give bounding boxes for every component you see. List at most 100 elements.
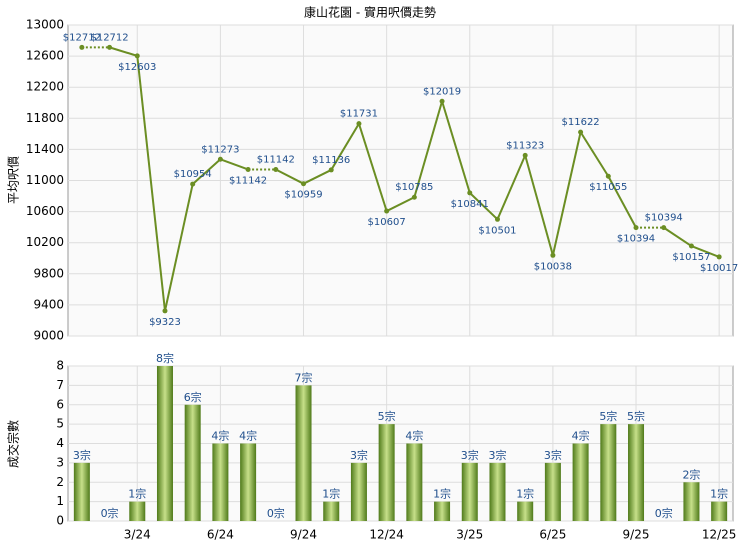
bar [378,424,395,521]
value-label: $10954 [174,169,212,180]
bar-label: 2宗 [682,467,700,481]
value-label: $10959 [284,190,322,201]
y-tick-label: 6 [56,397,64,411]
point [633,225,639,231]
line-segment [663,226,692,247]
value-label: $10038 [534,261,572,272]
value-label: $11055 [589,182,627,193]
chart-title: 康山花園 - 實用呎價走勢 [304,5,436,20]
bar-label: 4宗 [572,429,590,443]
bar-label: 1宗 [516,487,534,501]
bar-label: 3宗 [488,448,506,462]
point [439,98,445,104]
point [217,156,223,162]
value-label: $10394 [645,213,683,224]
point [605,173,611,179]
y-tick-label: 3 [56,455,64,469]
bar [544,462,561,521]
line-segment [691,245,720,258]
bar-label: 4宗 [405,429,423,443]
line-segment [386,196,415,212]
bar-label: 5宗 [599,409,617,423]
line-segment [551,131,582,256]
line-segment [524,155,554,256]
x-tick-label: 6/25 [539,528,566,542]
bar-label: 0宗 [267,506,285,520]
point [301,181,307,187]
line-segment [330,123,360,171]
bar [212,443,229,521]
line-segment [220,158,249,171]
bar [489,462,506,521]
y-tick-label: 0 [56,514,64,528]
value-label: $12603 [118,62,156,73]
value-label: $11142 [257,154,295,165]
line-segment [192,158,222,185]
x-tick-label: 9/24 [290,528,317,542]
bar [240,443,257,521]
bar [683,482,700,521]
bar-label: 0宗 [655,506,673,520]
y-tick-label: 9800 [33,266,64,280]
point [79,44,85,50]
y-tick-label: 10600 [26,204,64,218]
line-segment [136,55,166,311]
point [328,167,334,173]
bar [461,462,478,521]
bar-label: 1宗 [433,487,451,501]
bar [295,385,312,521]
bar-label: 1宗 [710,487,728,501]
bar-label: 8宗 [156,351,174,365]
y-tick-label: 8 [56,359,64,373]
bar [184,404,201,521]
value-label: $10841 [451,199,489,210]
y-tick-label: 11800 [26,111,64,125]
point [162,308,168,314]
point [550,252,556,258]
x-tick-label: 3/24 [124,528,151,542]
y-tick-label: 9400 [33,297,64,311]
bar-label: 6宗 [184,390,202,404]
point [716,254,722,260]
line-segment [303,169,332,185]
point [688,243,694,249]
point [411,194,417,200]
point [661,225,667,231]
y-tick-label: 12600 [26,49,64,63]
point [245,166,251,172]
x-tick-label: 9/25 [623,528,650,542]
value-label: $10607 [368,217,406,228]
y-tick-label: 7 [56,378,64,392]
bar-label: 5宗 [378,409,396,423]
line-segment [469,192,499,221]
bar [517,501,534,521]
y-tick-label: 13000 [26,18,64,32]
bar-label: 3宗 [544,448,562,462]
value-label: $10017 [700,263,738,274]
value-label: $11323 [506,140,544,151]
bar [628,424,645,521]
y-tick-label: 5 [56,417,64,431]
y-axis-label: 平均呎價 [7,156,21,204]
bar-label: 3宗 [350,448,368,462]
y-tick-label: 10200 [26,235,64,249]
point [107,44,113,50]
point [190,181,196,187]
y-tick-label: 4 [56,436,64,450]
value-label: $12712 [63,32,101,43]
value-label: $9323 [149,317,181,328]
bar [600,424,617,521]
value-label: $11142 [229,175,267,186]
point [494,216,500,222]
bar-label: 3宗 [461,448,479,462]
line-segment [579,131,610,177]
bar-label: 4宗 [239,429,257,443]
line-segment [441,100,471,194]
value-label: $11273 [201,144,239,155]
bar-label: 1宗 [128,487,146,501]
line-segment [357,123,388,212]
point [578,129,584,135]
bar-label: 1宗 [322,487,340,501]
y-tick-label: 1 [56,494,64,508]
